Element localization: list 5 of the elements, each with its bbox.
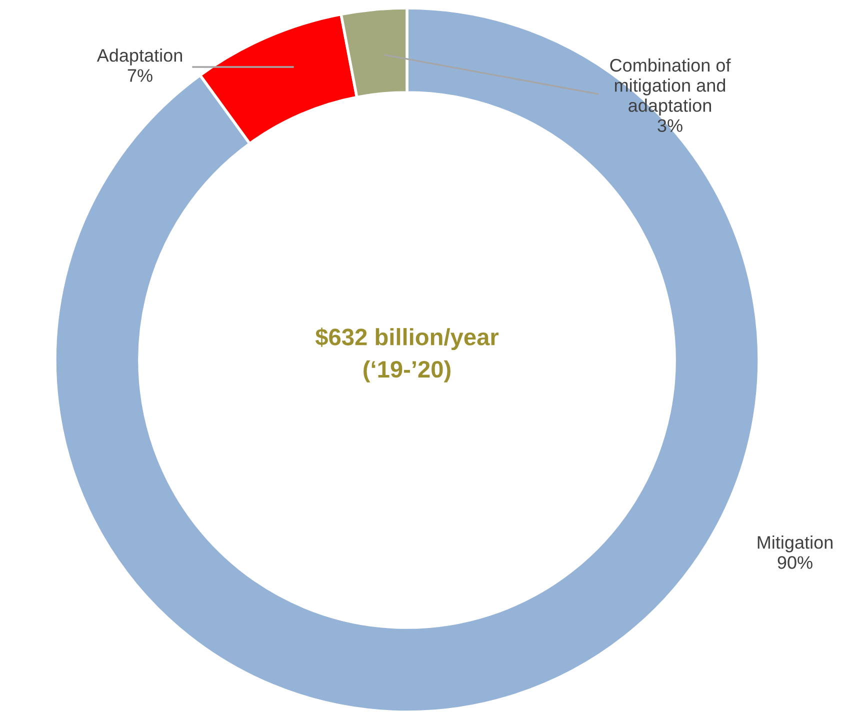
data-label: 7% [128, 69, 152, 82]
data-label: 90% [778, 556, 812, 569]
slice-label: Adaptation [96, 48, 182, 66]
text: $632 billion/year (‘19-’20) [315, 328, 499, 382]
slice-label: Mitigation [758, 536, 832, 552]
